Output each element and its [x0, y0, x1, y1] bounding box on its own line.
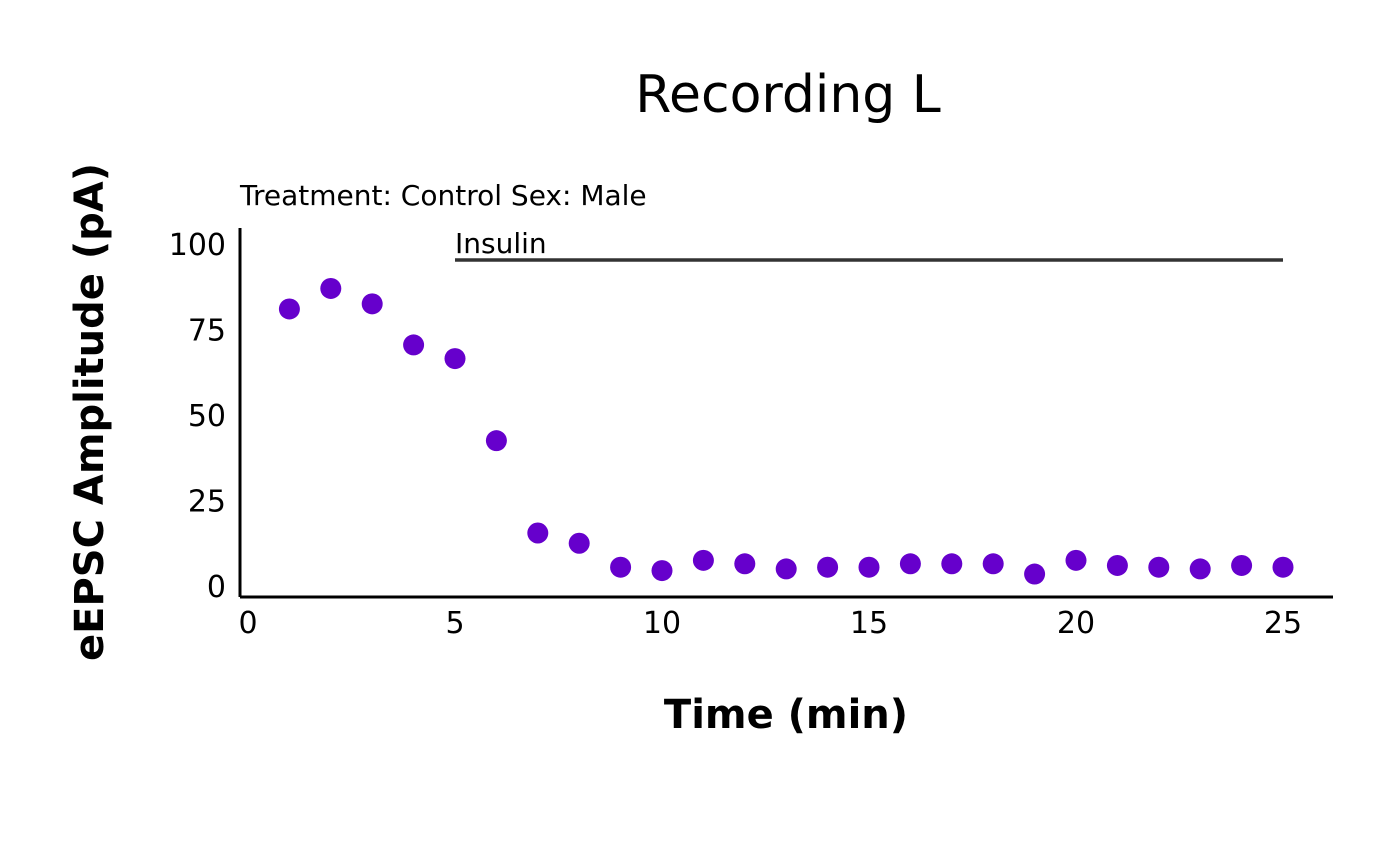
data-point [361, 293, 383, 315]
x-tick-label: 10 [643, 606, 681, 641]
x-tick-label: 15 [850, 606, 888, 641]
x-tick-label: 5 [445, 606, 464, 641]
data-point [858, 556, 880, 578]
x-tick-label: 0 [238, 606, 257, 641]
y-tick-labels: 0 25 50 75 100 [169, 228, 226, 605]
data-point [568, 532, 590, 554]
y-axis: 0 25 50 75 100 [169, 228, 242, 605]
data-point [444, 348, 466, 370]
data-point [899, 553, 921, 575]
y-tick-label: 100 [169, 228, 226, 263]
x-axis: 0 5 10 15 20 25 [238, 595, 1333, 641]
data-point [403, 334, 425, 356]
data-point [1106, 554, 1128, 576]
insulin-label: Insulin [455, 227, 547, 260]
data-points [278, 277, 1294, 585]
data-point [320, 277, 342, 299]
y-tick-label: 0 [207, 570, 226, 605]
data-point [1272, 556, 1294, 578]
data-point [1189, 558, 1211, 580]
data-point [692, 549, 714, 571]
y-axis-label: eEPSC Amplitude (pA) [67, 163, 113, 661]
data-point [610, 556, 632, 578]
data-point [527, 522, 549, 544]
data-point [1065, 549, 1087, 571]
data-point [734, 553, 756, 575]
x-tick-label: 25 [1264, 606, 1302, 641]
data-point [817, 556, 839, 578]
data-point [982, 553, 1004, 575]
x-tick-label: 20 [1057, 606, 1095, 641]
chart-title: Recording L [635, 65, 941, 125]
data-point [941, 553, 963, 575]
data-point [1024, 563, 1046, 585]
data-point [651, 560, 673, 582]
data-point [775, 558, 797, 580]
y-tick-label: 25 [188, 485, 226, 520]
data-point [278, 298, 300, 320]
data-point [1148, 556, 1170, 578]
data-point [485, 430, 507, 452]
x-axis-label: Time (min) [664, 692, 908, 738]
x-tick-labels: 0 5 10 15 20 25 [238, 606, 1302, 641]
y-tick-label: 50 [188, 399, 226, 434]
y-tick-label: 75 [188, 314, 226, 349]
chart-subtitle: Treatment: Control Sex: Male [239, 179, 647, 212]
insulin-annotation: Insulin [455, 227, 1283, 262]
data-point [1231, 554, 1253, 576]
